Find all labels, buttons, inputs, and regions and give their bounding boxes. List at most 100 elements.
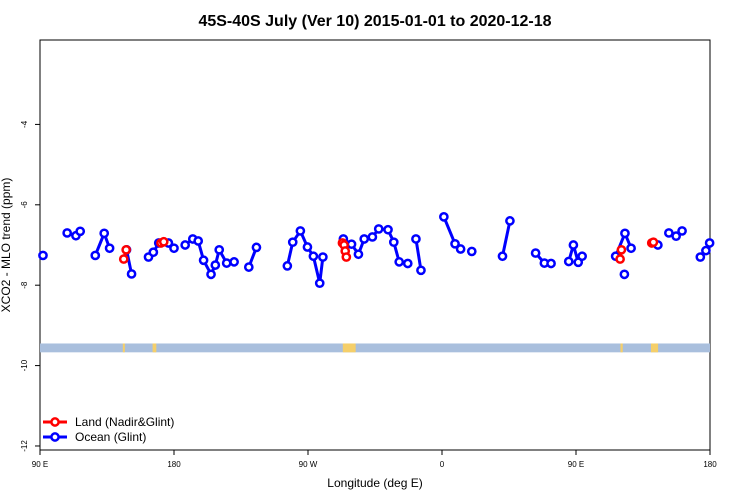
data-point-ocean — [206, 269, 216, 280]
legend-marker-ocean — [50, 432, 60, 442]
y-tick-label: -12 — [20, 440, 29, 452]
data-point-ocean — [75, 226, 86, 237]
data-point-ocean — [353, 249, 364, 260]
data-point-ocean — [99, 228, 110, 239]
data-point-ocean — [568, 240, 579, 250]
series-line-ocean — [414, 238, 423, 271]
x-tick-label: 90 E — [568, 460, 584, 469]
data-point-land — [616, 244, 627, 255]
data-point-ocean — [367, 232, 378, 242]
data-point-ocean — [626, 243, 636, 254]
y-tick-label: -6 — [20, 201, 29, 209]
data-point-land — [615, 254, 625, 264]
chart-title: 45S-40S July (Ver 10) 2015-01-01 to 2020… — [198, 13, 551, 30]
data-point-ocean — [394, 257, 405, 267]
x-tick-label: 180 — [167, 460, 181, 469]
data-point-ocean — [530, 248, 541, 258]
data-point-ocean — [546, 258, 556, 269]
data-point-ocean — [90, 250, 101, 261]
x-tick-label: 0 — [440, 460, 445, 469]
x-axis-label: Longitude (deg E) — [327, 476, 422, 490]
legend-marker-land — [50, 417, 60, 427]
data-point-ocean — [221, 258, 232, 268]
data-point-ocean — [346, 239, 357, 250]
data-point-ocean — [359, 234, 370, 244]
data-point-ocean — [302, 242, 313, 252]
data-point-ocean — [383, 224, 393, 235]
data-point-ocean — [62, 228, 73, 238]
data-point-ocean — [229, 257, 239, 267]
data-point-ocean — [505, 216, 515, 226]
data-point-ocean — [243, 262, 254, 272]
data-point-ocean — [373, 224, 384, 234]
data-point-ocean — [416, 265, 426, 276]
data-point-ocean — [295, 226, 306, 236]
data-point-ocean — [701, 245, 711, 256]
data-point-ocean — [198, 255, 209, 266]
legend-item-ocean: Ocean (Glint) — [43, 430, 146, 444]
data-point-ocean — [563, 256, 574, 267]
data-point-ocean — [38, 250, 48, 261]
data-point-ocean — [308, 251, 319, 262]
data-point-ocean — [577, 251, 587, 262]
land-ocean-band — [40, 343, 710, 353]
data-point-ocean — [704, 238, 715, 248]
land-patch — [620, 343, 623, 353]
data-point-ocean — [411, 234, 421, 244]
data-point-ocean — [214, 244, 225, 255]
series-line-ocean — [184, 237, 235, 276]
data-point-ocean — [193, 236, 204, 246]
data-point-ocean — [251, 242, 262, 253]
data-point-ocean — [664, 228, 674, 238]
y-axis: -4 -6 -8 -10 -12 — [20, 120, 40, 452]
legend: Land (Nadir&Glint) Ocean (Glint) — [43, 415, 174, 444]
data-point-ocean — [620, 228, 630, 239]
legend-item-land: Land (Nadir&Glint) — [43, 415, 174, 429]
series-line-ocean — [501, 220, 512, 257]
data-point-ocean — [619, 269, 630, 280]
data-point-ocean — [169, 243, 179, 254]
y-tick-label: -10 — [20, 359, 29, 371]
data-series — [38, 212, 715, 289]
data-point-ocean — [671, 231, 681, 242]
land-patch — [152, 343, 157, 353]
data-point-land — [118, 254, 129, 264]
data-point-ocean — [466, 246, 477, 257]
data-point-ocean — [318, 252, 328, 262]
data-point-ocean — [388, 237, 399, 248]
legend-label-land: Land (Nadir&Glint) — [75, 415, 174, 429]
data-point-ocean — [455, 244, 466, 254]
plot-frame — [39, 39, 711, 451]
y-tick-label: -8 — [20, 281, 29, 289]
x-tick-label: 90 E — [32, 460, 48, 469]
data-point-ocean — [104, 243, 115, 254]
land-patch — [342, 343, 356, 353]
ocean-band — [40, 343, 710, 353]
data-point-land — [648, 237, 659, 248]
series-line-ocean — [342, 227, 409, 265]
data-point-land — [121, 244, 132, 255]
data-point-ocean — [148, 247, 159, 258]
data-point-ocean — [282, 261, 293, 271]
x-tick-label: 90 W — [299, 460, 318, 469]
y-tick-label: -4 — [20, 120, 29, 128]
data-point-ocean — [180, 240, 191, 250]
data-point-ocean — [287, 237, 298, 248]
data-point-ocean — [210, 260, 221, 270]
data-point-land — [158, 236, 169, 247]
data-point-ocean — [439, 212, 449, 222]
y-axis-label: XCO2 - MLO trend (ppm) — [0, 178, 13, 313]
data-point-ocean — [314, 278, 325, 289]
legend-label-ocean: Ocean (Glint) — [75, 430, 146, 444]
data-point-ocean — [677, 226, 687, 236]
data-point-ocean — [497, 251, 508, 262]
x-tick-label: 180 — [703, 460, 717, 469]
data-point-ocean — [126, 269, 137, 279]
data-point-ocean — [695, 252, 706, 262]
land-patch — [122, 343, 125, 353]
data-point-ocean — [450, 238, 460, 249]
data-point-land — [341, 252, 352, 262]
data-point-ocean — [402, 258, 413, 269]
x-axis: 90 E 180 90 W 0 90 E 180 — [32, 450, 717, 469]
